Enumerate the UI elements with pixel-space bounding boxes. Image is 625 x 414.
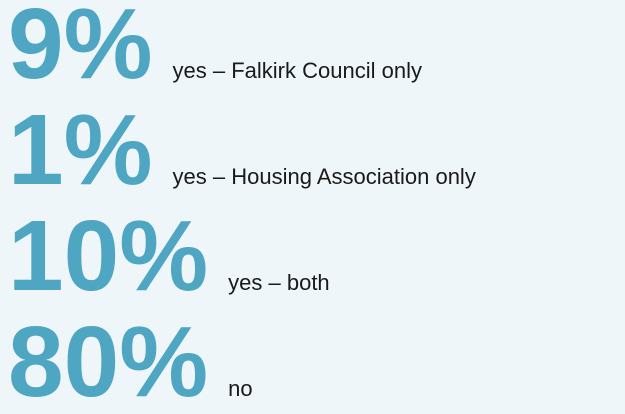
stat-label: yes – both <box>228 270 330 295</box>
stat-value: 80% <box>8 306 208 414</box>
stat-label: no <box>228 376 252 401</box>
stat-value: 9% <box>8 0 153 100</box>
stat-label: yes – Housing Association only <box>173 164 476 189</box>
stat-value: 10% <box>8 200 208 312</box>
stat-value: 1% <box>8 94 153 206</box>
stat-label: yes – Falkirk Council only <box>173 58 422 83</box>
